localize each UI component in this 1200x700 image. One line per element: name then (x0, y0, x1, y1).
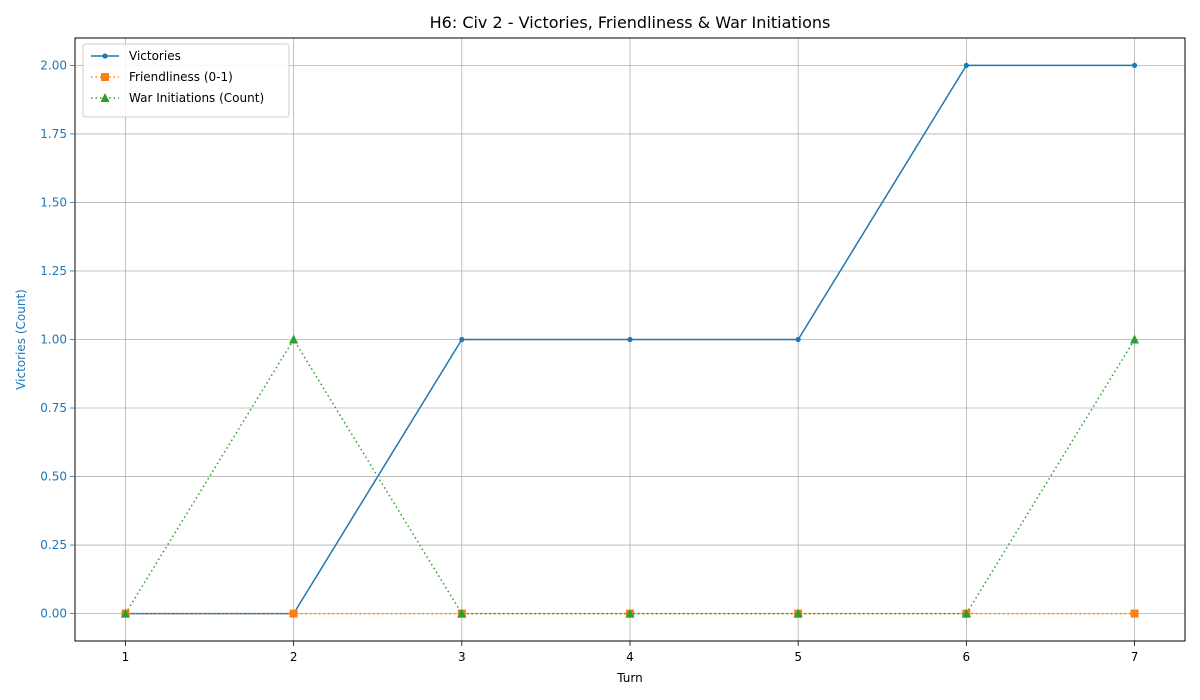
data-point (459, 336, 465, 343)
legend-label: Victories (129, 49, 181, 63)
data-point (1131, 62, 1138, 69)
legend-item: Victories (91, 49, 181, 63)
y-tick-label: 0.50 (40, 470, 67, 484)
legend-item: War Initiations (Count) (91, 91, 264, 105)
data-point (627, 336, 633, 343)
data-point (120, 608, 130, 618)
y-tick-label: 0.00 (40, 607, 67, 621)
x-tick-label: 3 (458, 650, 466, 664)
legend-item: Friendliness (0-1) (91, 70, 233, 84)
legend-marker (100, 93, 110, 102)
x-tick-label: 4 (626, 650, 634, 664)
x-tick-label: 2 (290, 650, 298, 664)
data-point (963, 62, 969, 69)
data-point (289, 609, 298, 618)
legend-box (82, 43, 290, 118)
legend-marker (101, 73, 109, 81)
y-tick-label: 2.00 (40, 58, 67, 72)
x-tick-label: 1 (122, 650, 130, 664)
y-axis-label: Victories (Count) (14, 289, 28, 390)
data-point (795, 336, 801, 343)
series-layer (120, 62, 1140, 618)
y-tick-label: 1.00 (40, 333, 67, 347)
data-point (961, 608, 971, 618)
legend: Victories Friendliness (0-1) War Initiatio… (82, 43, 290, 118)
y-tick-label: 1.75 (40, 127, 67, 141)
x-axis-label: Turn (616, 671, 642, 685)
legend-label: War Initiations (Count) (129, 91, 264, 105)
data-point (1130, 334, 1140, 344)
legend-marker (102, 53, 108, 59)
data-point (289, 334, 299, 344)
y-tick-label: 0.75 (40, 401, 67, 415)
series-3 (120, 334, 1140, 618)
y-tick-label: 1.50 (40, 195, 67, 209)
x-tick-label: 5 (794, 650, 802, 664)
data-point (625, 608, 635, 618)
data-point (1130, 609, 1139, 618)
x-tick-label: 7 (1131, 650, 1139, 664)
y-tick-label: 1.25 (40, 264, 67, 278)
grid-lines (75, 38, 1185, 641)
legend-label: Friendliness (0-1) (129, 70, 233, 84)
data-point (793, 608, 803, 618)
chart-title: H6: Civ 2 - Victories, Friendliness & Wa… (430, 13, 831, 32)
data-point (457, 608, 467, 618)
x-axis: 1 2 3 4 5 6 7 (122, 641, 1139, 664)
y-axis: 0.00 0.25 0.50 0.75 1.00 1.25 1.50 1.75 2.00 (40, 58, 75, 621)
x-tick-label: 6 (963, 650, 971, 664)
y-tick-label: 0.25 (40, 538, 67, 552)
